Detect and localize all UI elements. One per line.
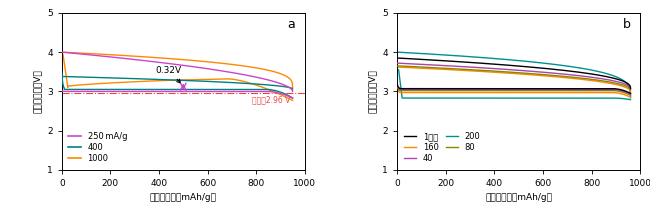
Text: 理論値2.96 V: 理論値2.96 V xyxy=(252,95,291,104)
Legend: 250 mA/g, 400, 1000: 250 mA/g, 400, 1000 xyxy=(66,129,129,166)
Text: a: a xyxy=(287,18,295,31)
X-axis label: 充放電容量（mAh/g）: 充放電容量（mAh/g） xyxy=(485,194,552,203)
Y-axis label: 正極の電位（V）: 正極の電位（V） xyxy=(368,69,377,113)
Text: 0.32V: 0.32V xyxy=(155,66,181,83)
Text: b: b xyxy=(623,18,630,31)
Legend: 1回目, 160, 40, 200, 80: 1回目, 160, 40, 200, 80 xyxy=(401,129,483,166)
Y-axis label: 正極の電位（V）: 正極の電位（V） xyxy=(32,69,42,113)
X-axis label: 充放電容量（mAh/g）: 充放電容量（mAh/g） xyxy=(150,194,217,203)
